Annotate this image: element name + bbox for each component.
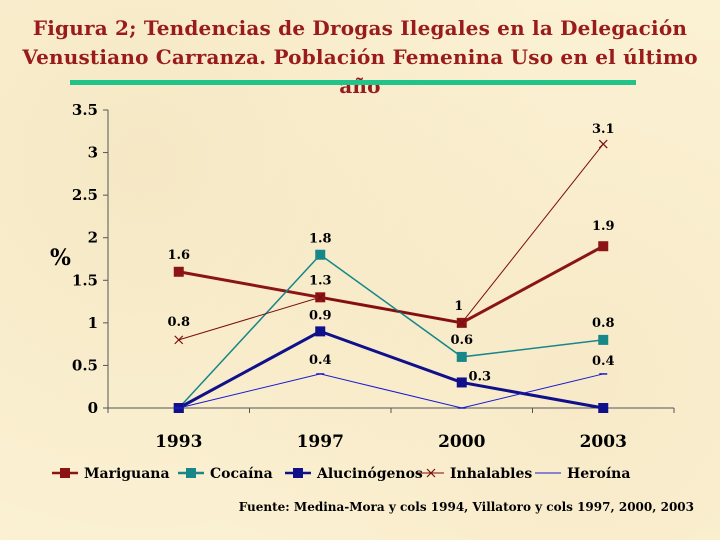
legend-label: Alucinógenos (316, 466, 423, 482)
y-tick-label: 1.5 (72, 271, 98, 289)
y-axis-unit-label: % (50, 245, 71, 271)
data-point (598, 241, 609, 252)
data-point (174, 335, 184, 345)
data-point (315, 292, 325, 302)
data-point (457, 318, 467, 328)
legend-marker (186, 468, 196, 478)
chart-title: Figura 2; Tendencias de Drogas Ilegales … (0, 14, 720, 101)
legend-label: Inhalables (450, 466, 532, 482)
data-label: 0.8 (167, 315, 190, 330)
y-tick-label: 2.5 (72, 186, 98, 204)
y-tick-label: 3.5 (72, 101, 98, 119)
data-point (456, 351, 467, 362)
series-line-3 (178, 143, 604, 341)
data-point (456, 377, 467, 388)
legend-marker (60, 468, 70, 478)
legend-label: Cocaína (210, 466, 273, 482)
x-tick-label: 1997 (297, 432, 344, 452)
legend-label: Heroína (567, 466, 630, 482)
data-label: 3.1 (592, 122, 615, 137)
legend-label: Mariguana (84, 466, 170, 482)
data-label: 0.6 (450, 333, 473, 348)
legend-marker (426, 468, 436, 478)
x-tick-label: 1993 (155, 432, 202, 452)
source-note: Fuente: Medina-Mora y cols 1994, Villato… (238, 500, 694, 514)
y-tick-label: 3 (88, 144, 98, 162)
data-label: 1.8 (309, 232, 332, 247)
data-label: 1 (454, 299, 463, 314)
data-point (598, 139, 608, 149)
data-label: 1.3 (309, 273, 332, 288)
data-point (315, 326, 326, 337)
series-line-4 (178, 373, 604, 409)
data-label: 0.9 (309, 308, 332, 323)
data-label: 0.4 (309, 353, 332, 368)
legend-marker (293, 468, 303, 478)
data-point (315, 249, 326, 260)
series-line-2 (178, 329, 604, 410)
data-point (598, 403, 609, 413)
chart-title-line-1: Figura 2; Tendencias de Drogas Ilegales … (32, 16, 688, 40)
y-tick-label: 0.5 (72, 356, 98, 374)
data-point (598, 334, 609, 345)
data-label: 0.3 (468, 369, 491, 384)
data-label: 1.9 (592, 219, 615, 234)
series-line-1 (178, 253, 604, 409)
series-line-0 (178, 244, 604, 325)
x-tick-label: 2000 (438, 432, 485, 452)
data-point (173, 266, 184, 277)
y-tick-label: 0 (88, 399, 98, 417)
data-label: 0.8 (592, 316, 615, 331)
data-label: 1.6 (167, 248, 190, 263)
x-tick-label: 2003 (580, 432, 627, 452)
y-tick-label: 2 (88, 229, 98, 247)
title-underline (70, 80, 636, 85)
chart-title-line-2: Venustiano Carranza. Población Femenina … (22, 45, 698, 98)
data-label: 0.4 (592, 354, 615, 369)
y-tick-label: 1 (88, 314, 98, 332)
